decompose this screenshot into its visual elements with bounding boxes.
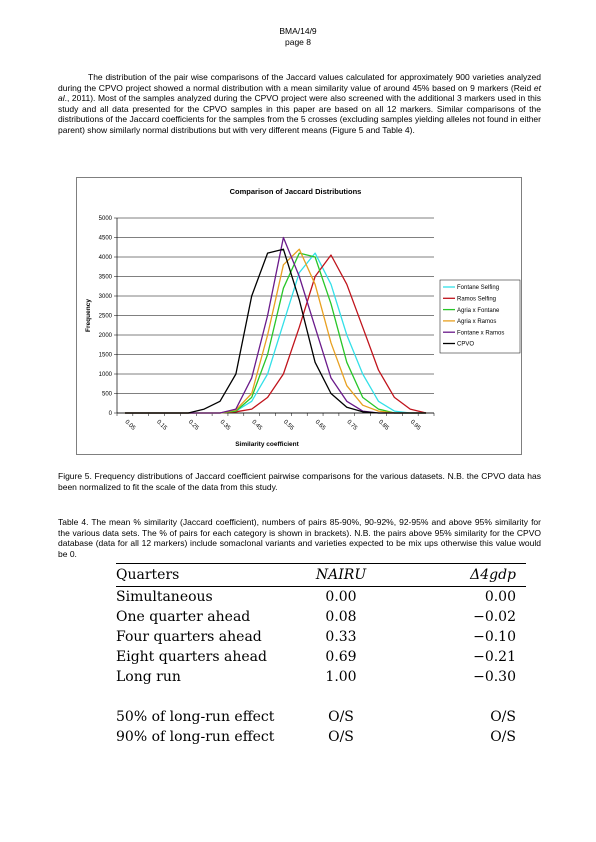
chart-title: Comparison of Jaccard Distributions [230,187,362,196]
series-line [124,248,427,414]
row-nairu: 0.08 [325,609,357,625]
table-caption: Table 4. The mean % similarity (Jaccard … [58,517,541,559]
x-tick-label: 0.55 [282,419,295,432]
x-tick-label: 0.65 [314,419,327,432]
legend-entry: Ramos Selfing [457,297,496,303]
row-nairu: 0.69 [325,649,357,665]
row-nairu: O/S [328,729,354,745]
x-tick-label: 0.75 [345,419,358,432]
paragraph-et-al: et al [58,82,541,104]
legend-entry: CPVO [457,342,474,348]
table-row: Long run 1.00 −0.30 [116,667,526,687]
legend-entry: Agria x Fontane [457,308,500,314]
figure-caption: Figure 5. Frequency distributions of Jac… [58,471,541,492]
table-spacer-row [116,687,526,707]
y-tick-label: 3500 [99,275,113,281]
x-tick-label: 0.45 [250,419,263,432]
header-nairu: NAIRU [282,563,400,587]
legend-entry: Fontane x Ramos [457,330,504,336]
row-label: Simultaneous [116,589,213,605]
row-delta-gdp: −0.30 [473,669,516,685]
body-paragraph: The distribution of the pair wise compar… [58,72,541,136]
table-row: One quarter ahead 0.08 −0.02 [116,607,526,627]
legend-entry: Agria x Ramos [457,319,496,325]
row-label: Eight quarters ahead [116,649,267,665]
page-number: page 8 [285,37,311,47]
row-nairu: 0.00 [325,589,357,605]
table-effect-row: 90% of long-run effect O/S O/S [116,727,526,747]
paragraph-text-1: The distribution of the pair wise compar… [58,72,541,93]
x-tick-label: 0.95 [409,419,422,432]
x-tick-label: 0.35 [219,419,232,432]
x-tick-label: 0.05 [124,419,137,432]
table-row: Eight quarters ahead 0.69 −0.21 [116,647,526,667]
x-tick-label: 0.15 [155,419,168,432]
table-row: Simultaneous 0.00 0.00 [116,587,526,608]
y-tick-label: 5000 [99,216,113,222]
y-tick-label: 0 [109,411,113,417]
row-label: One quarter ahead [116,609,251,625]
row-label: Long run [116,669,181,685]
y-tick-label: 2500 [99,314,113,320]
y-tick-label: 4500 [99,236,113,242]
y-axis-label: Frequency [85,299,92,332]
legend-box [439,279,521,354]
row-delta-gdp: O/S [490,729,516,745]
row-nairu: 0.33 [325,629,357,645]
jaccard-chart: Comparison of Jaccard Distributions 0 500 1… [76,177,522,455]
y-tick-label: 2000 [99,333,113,339]
table-header-row: Quarters NAIRU Δ4gdp [116,563,526,587]
row-delta-gdp: O/S [490,709,516,725]
y-tick-label: 4000 [99,255,113,261]
table-body: Simultaneous 0.00 0.00 One quarter ahead 0.0… [116,587,526,748]
x-tick-label: 0.85 [377,419,390,432]
row-nairu: 1.00 [325,669,357,685]
table-effect-row: 50% of long-run effect O/S O/S [116,707,526,727]
y-tick-label: 500 [102,392,113,398]
row-delta-gdp: −0.10 [473,629,516,645]
row-label: 50% of long-run effect [116,709,275,725]
row-label: Four quarters ahead [116,629,262,645]
row-nairu: O/S [328,709,354,725]
page-header: BMA/14/9 page 8 [0,26,596,48]
x-axis-label: Similarity coefficient [235,441,299,448]
y-tick-label: 1000 [99,372,113,378]
document-id: BMA/14/9 [279,26,317,36]
x-tick-label: 0.25 [187,419,200,432]
results-table: Quarters NAIRU Δ4gdp Simultaneous 0.00 0.0… [116,563,526,747]
row-label: 90% of long-run effect [116,729,275,745]
header-quarters: Quarters [116,563,283,587]
y-tick-label: 1500 [99,353,113,359]
row-delta-gdp: −0.02 [473,609,516,625]
y-tick-label: 3000 [99,294,113,300]
chart-svg: Comparison of Jaccard Distributions 0 500 1… [85,187,521,448]
row-delta-gdp: 0.00 [484,589,516,605]
row-delta-gdp: −0.21 [473,649,516,665]
header-delta-gdp: Δ4gdp [399,563,526,587]
legend-entry: Fontane Selfing [457,285,499,291]
paragraph-text-2: ., 2011). Most of the samples analyzed d… [58,93,541,135]
table-row: Four quarters ahead 0.33 −0.10 [116,627,526,647]
